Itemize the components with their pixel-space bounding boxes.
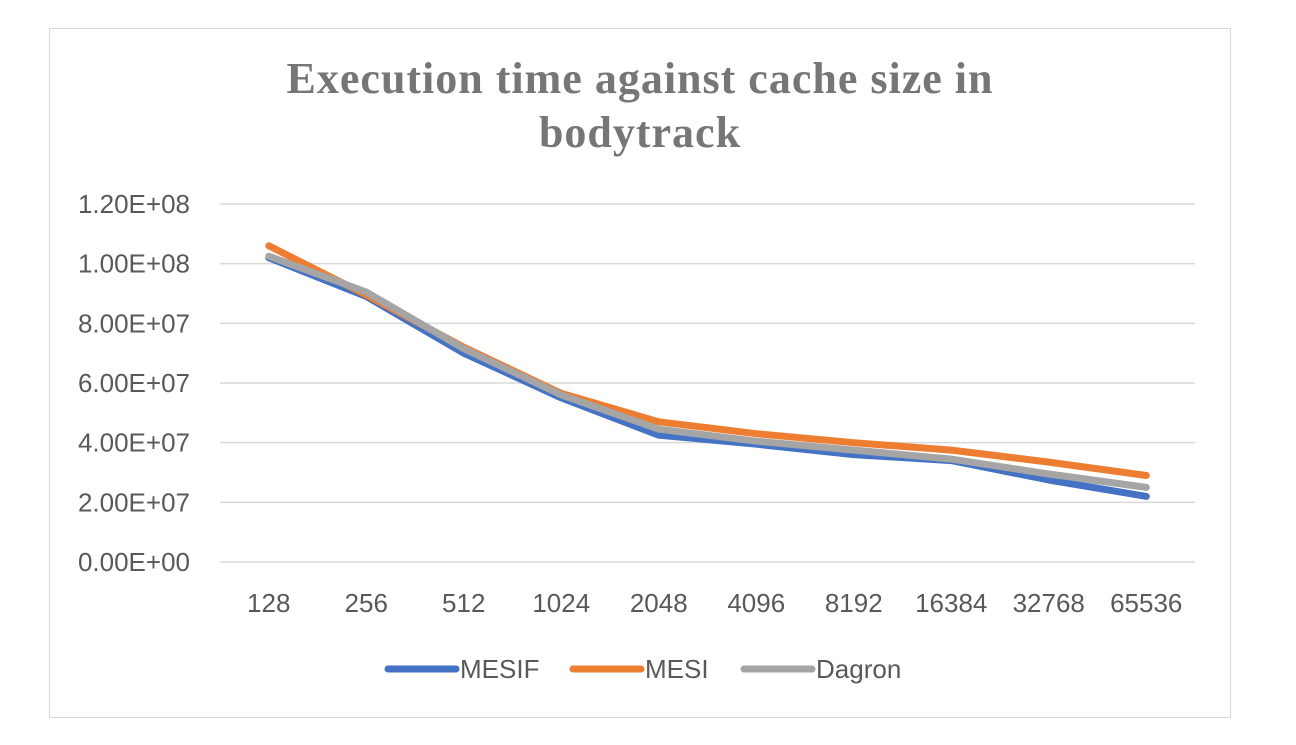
- y-tick-label: 8.00E+07: [78, 308, 190, 338]
- x-tick-label: 1024: [532, 588, 590, 618]
- legend-label-mesi: MESI: [645, 654, 709, 684]
- x-tick-label: 128: [247, 588, 290, 618]
- y-axis-tick-labels: 0.00E+00 2.00E+07 4.00E+07 6.00E+07 8.00E+07…: [78, 189, 190, 577]
- chart-title: Execution time against cache size in bod…: [49, 52, 1231, 160]
- legend-label-mesif: MESIF: [460, 654, 539, 684]
- x-tick-label: 256: [345, 588, 388, 618]
- y-tick-label: 2.00E+07: [78, 487, 190, 517]
- x-tick-label: 8192: [825, 588, 883, 618]
- y-tick-label: 0.00E+00: [78, 547, 190, 577]
- x-axis-tick-labels: 128 256 512 1024 2048 4096 8192 16384 32768 65536: [247, 588, 1182, 618]
- legend-label-dagron: Dagron: [816, 654, 901, 684]
- x-tick-label: 512: [442, 588, 485, 618]
- y-tick-label: 1.00E+08: [78, 249, 190, 279]
- chart-title-line-2: bodytrack: [538, 108, 742, 157]
- x-tick-label: 4096: [727, 588, 785, 618]
- y-tick-label: 1.20E+08: [78, 189, 190, 219]
- y-tick-label: 6.00E+07: [78, 368, 190, 398]
- y-tick-label: 4.00E+07: [78, 428, 190, 458]
- x-tick-label: 65536: [1110, 588, 1182, 618]
- x-tick-label: 2048: [630, 588, 688, 618]
- series-line-dagron: [265, 252, 1150, 491]
- x-tick-label: 32768: [1013, 588, 1085, 618]
- legend: MESIF MESI Dagron: [384, 654, 901, 684]
- series-lines: [265, 242, 1150, 500]
- chart-title-line-1: Execution time against cache size in: [286, 54, 994, 103]
- chart-frame: [49, 28, 1231, 718]
- x-tick-label: 16384: [915, 588, 987, 618]
- gridlines: [220, 203, 1195, 563]
